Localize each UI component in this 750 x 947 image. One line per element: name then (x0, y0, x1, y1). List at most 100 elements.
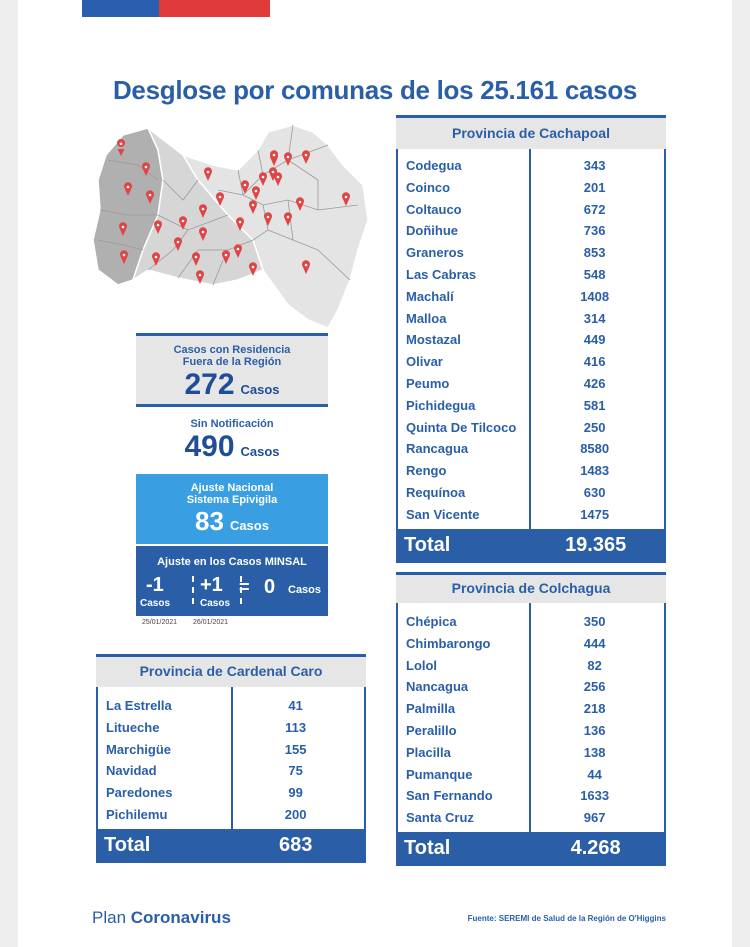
table-row: Chépica 350 (398, 611, 664, 633)
case-count: 138 (583, 744, 606, 760)
table-row: Las Cabras 548 (398, 264, 664, 286)
fuera-region-label-1: Casos con Residencia (173, 344, 291, 356)
case-count: 41 (288, 698, 303, 713)
map-pin-icon (234, 244, 242, 258)
ajuste-minsal-divider (192, 576, 194, 604)
column-divider (529, 149, 531, 529)
map-pin-icon (117, 139, 126, 156)
table-row: Coinco 201 (398, 177, 664, 199)
commune-name: Lolol (406, 657, 438, 673)
ajuste-minsal-date-a: 25/01/2021 (142, 619, 178, 626)
table-row: Mostazal 449 (398, 329, 664, 351)
case-count: 630 (583, 484, 606, 500)
case-count: 1633 (580, 788, 610, 804)
map-commune-borders (97, 124, 359, 286)
table-row: Coltauco 672 (398, 199, 664, 221)
table-row: Quinta De Tilcoco 250 (398, 417, 664, 439)
map-pin-icon (284, 212, 292, 226)
table-row: Olivar 416 (398, 351, 664, 373)
ajuste-minsal-value-b: +1 (200, 574, 223, 596)
total-label: Total (404, 534, 451, 557)
map-pin-icon (302, 260, 310, 274)
case-count: 201 (583, 179, 606, 195)
map-pin-icon (199, 227, 207, 241)
case-count: 250 (583, 419, 606, 435)
table-row: Graneros 853 (398, 242, 664, 264)
case-count: 343 (583, 158, 606, 173)
fuera-region-box: Casos con Residencia Fuera de la Región … (136, 333, 328, 407)
commune-name: Graneros (406, 245, 464, 261)
flag-stripe-red (159, 0, 270, 17)
map-pin-icon (236, 217, 244, 231)
ajuste-minsal-divider (240, 576, 242, 604)
commune-name: Coinco (406, 179, 451, 195)
page: Desglose por comunas de los 25.161 casos (18, 0, 732, 947)
commune-name: Mostazal (406, 332, 461, 348)
map-pins (117, 139, 350, 284)
map-pin-icon (259, 172, 267, 186)
column-divider (529, 603, 531, 832)
total-label: Total (104, 834, 151, 857)
total-value: 4.268 (570, 837, 621, 860)
map-pin-icon (204, 167, 212, 181)
table-row: Machalí 1408 (398, 286, 664, 308)
table-row: Pumanque 44 (398, 764, 664, 786)
total-value: 19.365 (565, 534, 627, 557)
map-pin-icon (264, 212, 272, 226)
commune-name: San Vicente (406, 506, 480, 522)
flag-stripe-blue (82, 0, 159, 17)
total-label: Total (404, 837, 451, 860)
ajuste-nacional-value: 83 (195, 506, 224, 536)
ajuste-minsal-unit-a: Casos (140, 598, 171, 609)
commune-name: Paredones (106, 785, 173, 801)
ajuste-minsal-unit-b: Casos (200, 598, 231, 609)
page-title: Desglose por comunas de los 25.161 casos (112, 75, 638, 105)
table-body: Codegua 343 Coinco 201 Coltauco 672 Doñihue 736… (396, 149, 666, 529)
commune-name: Navidad (106, 763, 157, 779)
commune-name: Peumo (406, 375, 450, 391)
case-count: 967 (583, 810, 606, 826)
map-pin-icon (252, 186, 260, 200)
table-cardenal-caro: Provincia de Cardenal Caro La Estrella 41… (96, 654, 366, 863)
map-province-cachapoal (181, 124, 369, 329)
map-pin-icon (274, 172, 282, 186)
footer-plan-prefix: Plan (92, 908, 127, 927)
case-count: 82 (587, 657, 602, 673)
case-count: 75 (288, 763, 303, 779)
table-header: Provincia de Cardenal Caro (96, 654, 366, 687)
table-row: San Fernando 1633 (398, 785, 664, 807)
table-total-row: Total 4.268 (396, 831, 666, 866)
ajuste-minsal-box: Ajuste en los Casos MINSAL -1 Casos +1 C… (136, 546, 328, 616)
map-pin-icon (216, 192, 224, 206)
table-total-row: Total 683 (96, 828, 366, 863)
region-map (92, 124, 369, 329)
commune-name: Peralillo (406, 722, 457, 738)
ajuste-minsal-title: Ajuste en los Casos MINSAL (157, 556, 307, 568)
table-row: Paredones 99 (98, 782, 364, 804)
map-pin-icon (249, 262, 257, 276)
table-header: Provincia de Colchagua (396, 572, 666, 603)
case-count: 416 (583, 354, 606, 370)
map-pin-icon (302, 150, 310, 164)
ajuste-nacional-label-2: Sistema Epivigila (186, 494, 278, 506)
case-count: 136 (583, 722, 606, 738)
table-row: Codegua 343 (398, 155, 664, 177)
table-row: San Vicente 1475 (398, 504, 664, 526)
commune-name: Palmilla (406, 701, 456, 717)
map-pin-icon (222, 250, 230, 264)
table-row: Navidad 75 (98, 760, 364, 782)
table-row: Rengo 1483 (398, 460, 664, 482)
case-count: 218 (583, 701, 606, 717)
commune-name: San Fernando (406, 788, 493, 804)
ajuste-minsal-equals: = (239, 577, 250, 597)
commune-name: Machalí (406, 288, 454, 304)
commune-name: Codegua (406, 158, 462, 173)
case-count: 548 (583, 266, 606, 282)
map-pin-icon (196, 270, 204, 284)
table-row: Pichidegua 581 (398, 395, 664, 417)
fuera-region-label-2: Fuera de la Región (182, 356, 282, 368)
case-count: 736 (583, 223, 606, 239)
footer-source: Fuente: SEREMI de Salud de la Región de … (467, 914, 666, 923)
map-pin-icon (199, 204, 207, 218)
case-count: 314 (583, 310, 606, 326)
